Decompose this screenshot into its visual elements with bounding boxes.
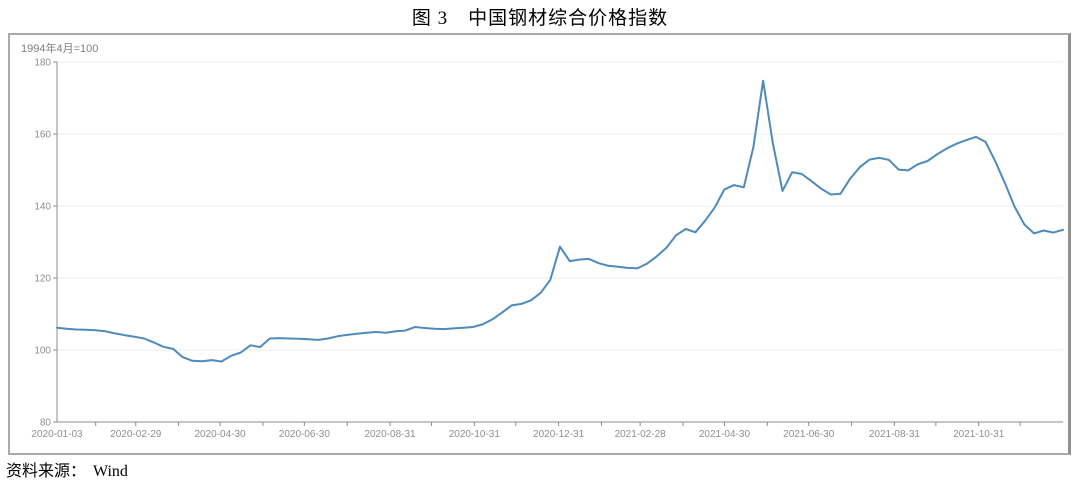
data-source: 资料来源： Wind (6, 457, 128, 481)
figure-title: 图 3 中国钢材综合价格指数 (411, 8, 669, 29)
data-source-label: 资料来源： (6, 463, 87, 480)
chart-panel: 1994年4月=100 (8, 33, 1071, 455)
index-base-note: 1994年4月=100 (21, 43, 99, 55)
data-source-value: Wind (93, 463, 128, 480)
